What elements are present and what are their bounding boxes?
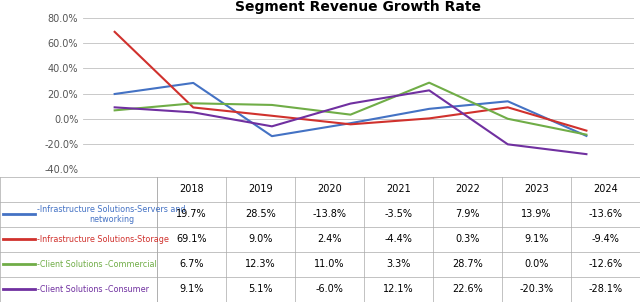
Text: 28.7%: 28.7% xyxy=(452,259,483,269)
Text: -Client Solutions -Commercial: -Client Solutions -Commercial xyxy=(37,260,157,269)
Text: -6.0%: -6.0% xyxy=(316,284,343,294)
Text: -4.4%: -4.4% xyxy=(385,234,412,244)
Text: 9.1%: 9.1% xyxy=(524,234,548,244)
Text: 2019: 2019 xyxy=(248,184,273,194)
Text: 11.0%: 11.0% xyxy=(314,259,344,269)
Text: 5.1%: 5.1% xyxy=(248,284,273,294)
Text: -13.8%: -13.8% xyxy=(312,209,346,219)
Text: 2022: 2022 xyxy=(455,184,480,194)
Text: -Infrastructure Solutions-Storage: -Infrastructure Solutions-Storage xyxy=(37,235,169,244)
Text: -Client Solutions -Consumer: -Client Solutions -Consumer xyxy=(37,285,149,294)
Text: 12.3%: 12.3% xyxy=(245,259,276,269)
Text: 28.5%: 28.5% xyxy=(245,209,276,219)
Text: 69.1%: 69.1% xyxy=(176,234,207,244)
Text: 2020: 2020 xyxy=(317,184,342,194)
Text: 7.9%: 7.9% xyxy=(455,209,479,219)
Text: 9.1%: 9.1% xyxy=(179,284,204,294)
Text: 2024: 2024 xyxy=(593,184,618,194)
Text: 19.7%: 19.7% xyxy=(176,209,207,219)
Text: -28.1%: -28.1% xyxy=(588,284,623,294)
Text: 2023: 2023 xyxy=(524,184,549,194)
Text: 12.1%: 12.1% xyxy=(383,284,413,294)
Text: 6.7%: 6.7% xyxy=(179,259,204,269)
Text: 2.4%: 2.4% xyxy=(317,234,342,244)
Text: -20.3%: -20.3% xyxy=(520,284,554,294)
Text: 13.9%: 13.9% xyxy=(521,209,552,219)
Text: 2021: 2021 xyxy=(386,184,411,194)
Text: 9.0%: 9.0% xyxy=(248,234,273,244)
Text: 0.3%: 0.3% xyxy=(455,234,479,244)
Title: Segment Revenue Growth Rate: Segment Revenue Growth Rate xyxy=(236,0,481,14)
Text: 0.0%: 0.0% xyxy=(524,259,548,269)
Text: -9.4%: -9.4% xyxy=(591,234,620,244)
Text: -13.6%: -13.6% xyxy=(589,209,623,219)
Text: 2018: 2018 xyxy=(179,184,204,194)
Text: -12.6%: -12.6% xyxy=(588,259,623,269)
Text: 22.6%: 22.6% xyxy=(452,284,483,294)
Text: -3.5%: -3.5% xyxy=(385,209,412,219)
Text: 3.3%: 3.3% xyxy=(386,259,411,269)
Text: -Infrastructure Solutions-Servers and
networking: -Infrastructure Solutions-Servers and ne… xyxy=(37,204,186,224)
